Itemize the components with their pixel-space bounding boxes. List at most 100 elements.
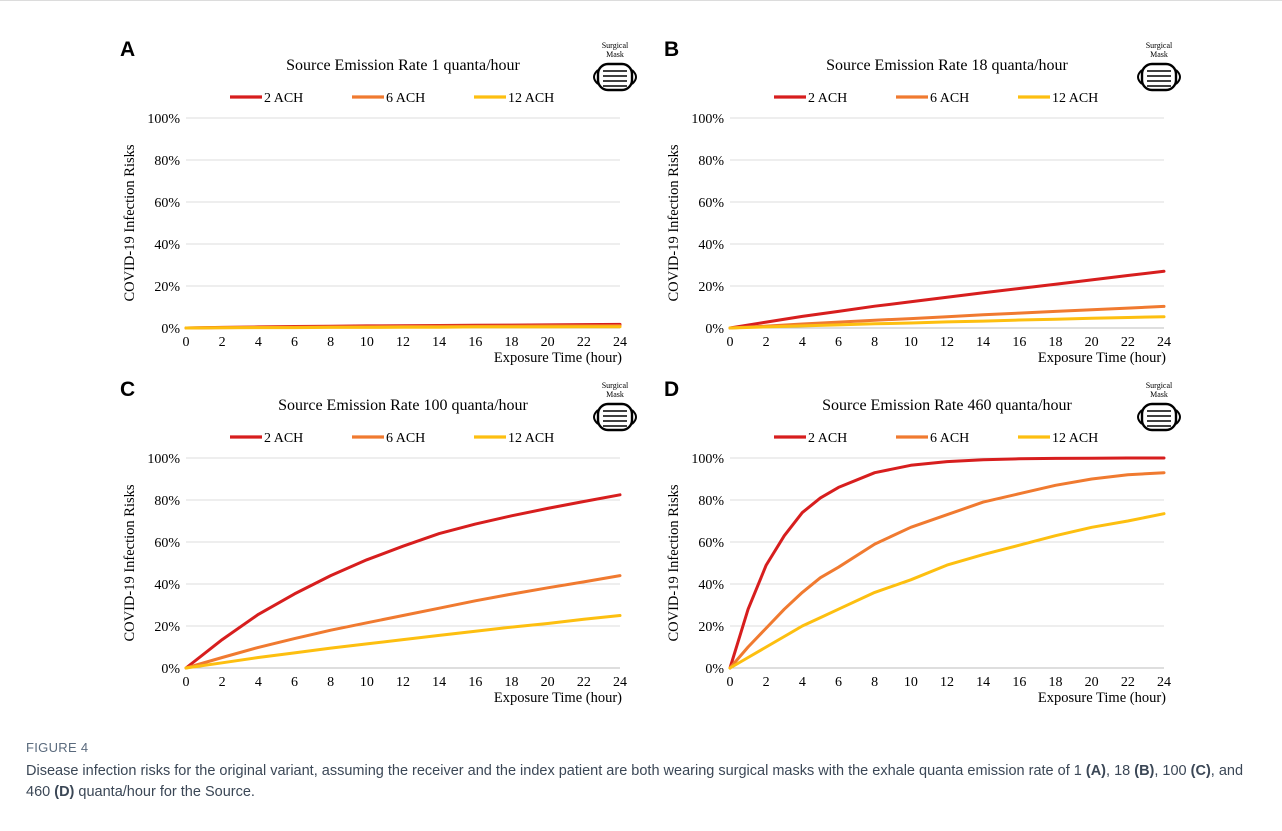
x-tick-label: 12 <box>940 675 954 690</box>
y-tick-label: 100% <box>147 452 180 467</box>
x-tick-label: 20 <box>541 335 555 350</box>
x-tick-label: 10 <box>904 675 918 690</box>
caption-text-5: quanta/hour for the Source. <box>74 784 255 800</box>
y-tick-label: 20% <box>698 280 724 295</box>
panel-letter-b: B <box>664 38 680 61</box>
x-tick-label: 24 <box>613 335 627 350</box>
x-tick-label: 2 <box>219 675 226 690</box>
x-tick-label: 6 <box>835 675 842 690</box>
x-tick-label: 22 <box>577 335 591 350</box>
x-tick-label: 14 <box>976 675 990 690</box>
x-axis-title: Exposure Time (hour) <box>494 350 622 366</box>
caption-text-1: Disease infection risks for the original… <box>26 763 1086 779</box>
caption-ref-a: (A) <box>1085 763 1107 779</box>
x-tick-label: 18 <box>1049 335 1063 350</box>
legend-label: 6 ACH <box>930 91 969 106</box>
x-tick-label: 10 <box>360 335 374 350</box>
y-tick-label: 0% <box>161 322 180 337</box>
y-tick-label: 20% <box>154 620 180 635</box>
y-axis-title: COVID-19 Infection Risks <box>122 484 138 641</box>
y-tick-label: 80% <box>698 154 724 169</box>
legend-label: 12 ACH <box>508 91 554 106</box>
mask-label: Surgical Mask <box>602 381 629 399</box>
panel-letter-c: C <box>120 378 136 401</box>
legend-label: 2 ACH <box>808 91 847 106</box>
x-tick-label: 10 <box>360 675 374 690</box>
legend-label: 6 ACH <box>930 431 969 446</box>
series-line-2-ach <box>184 493 622 670</box>
caption-ref-c: (C) <box>1190 763 1211 779</box>
surgical-mask-icon: Surgical Mask <box>593 41 637 92</box>
x-tick-label: 8 <box>327 675 334 690</box>
chart-panel-b: B Source Emission Rate 18 quanta/hour 2 A… <box>664 38 1224 368</box>
mask-label: Surgical Mask <box>1146 41 1173 59</box>
x-tick-label: 4 <box>799 335 806 350</box>
y-tick-label: 60% <box>154 196 180 211</box>
y-tick-label: 20% <box>698 620 724 635</box>
x-tick-label: 2 <box>219 335 226 350</box>
series-line-6-ach <box>728 471 1166 670</box>
caption-ref-d: (D) <box>54 784 75 800</box>
x-tick-label: 6 <box>291 335 298 350</box>
y-tick-label: 60% <box>154 536 180 551</box>
y-tick-label: 100% <box>691 452 724 467</box>
x-tick-label: 0 <box>183 335 190 350</box>
x-tick-label: 4 <box>799 675 806 690</box>
x-tick-label: 24 <box>613 675 627 690</box>
chart-panel-c: C Source Emission Rate 100 quanta/hour 2 … <box>120 378 680 708</box>
y-tick-label: 0% <box>161 662 180 677</box>
x-tick-label: 0 <box>727 675 734 690</box>
x-tick-label: 20 <box>541 675 555 690</box>
x-axis-title: Exposure Time (hour) <box>1038 350 1166 366</box>
y-axis-title: COVID-19 Infection Risks <box>122 144 138 301</box>
chart-a-svg: Source Emission Rate 1 quanta/hour 2 ACH 6… <box>122 41 637 366</box>
x-axis-title: Exposure Time (hour) <box>1038 690 1166 706</box>
x-tick-label: 0 <box>727 335 734 350</box>
y-tick-label: 60% <box>698 536 724 551</box>
caption-text-3: , 100 <box>1154 763 1191 779</box>
surgical-mask-icon: Surgical Mask <box>593 381 637 432</box>
figure-caption: FIGURE 4 Disease infection risks for the… <box>26 740 1256 803</box>
y-tick-label: 40% <box>698 238 724 253</box>
y-tick-label: 0% <box>705 322 724 337</box>
series-line-12-ach <box>184 614 622 670</box>
x-tick-label: 20 <box>1085 675 1099 690</box>
x-tick-label: 22 <box>1121 335 1135 350</box>
y-tick-label: 40% <box>154 578 180 593</box>
series-line-12-ach <box>728 512 1166 670</box>
y-tick-label: 60% <box>698 196 724 211</box>
x-tick-label: 12 <box>396 335 410 350</box>
x-tick-label: 16 <box>1012 675 1026 690</box>
legend-label: 12 ACH <box>508 431 554 446</box>
y-tick-label: 80% <box>698 494 724 509</box>
x-tick-label: 0 <box>183 675 190 690</box>
x-tick-label: 6 <box>835 335 842 350</box>
series-line-6-ach <box>184 574 622 670</box>
chart-title: Source Emission Rate 460 quanta/hour <box>822 397 1072 414</box>
x-tick-label: 24 <box>1157 335 1171 350</box>
x-tick-label: 16 <box>1012 335 1026 350</box>
x-tick-label: 22 <box>1121 675 1135 690</box>
y-tick-label: 100% <box>691 112 724 127</box>
x-tick-label: 24 <box>1157 675 1171 690</box>
x-tick-label: 2 <box>763 335 770 350</box>
x-axis-title: Exposure Time (hour) <box>494 690 622 706</box>
legend-label: 6 ACH <box>386 431 425 446</box>
panel-letter-a: A <box>120 38 136 61</box>
series-line-2-ach <box>728 269 1166 330</box>
chart-panel-d: D Source Emission Rate 460 quanta/hour 2 … <box>664 378 1224 708</box>
surgical-mask-icon: Surgical Mask <box>1137 41 1181 92</box>
x-tick-label: 14 <box>432 335 446 350</box>
series-line-6-ach <box>728 304 1166 330</box>
figure-caption-text: Disease infection risks for the original… <box>26 761 1256 803</box>
x-tick-label: 4 <box>255 335 262 350</box>
legend-label: 6 ACH <box>386 91 425 106</box>
legend-label: 12 ACH <box>1052 91 1098 106</box>
series-line-12-ach <box>728 315 1166 330</box>
caption-text-2: , 18 <box>1106 763 1135 779</box>
caption-text-4: , and 460 <box>26 763 1244 800</box>
legend-label: 2 ACH <box>264 91 303 106</box>
x-tick-label: 2 <box>763 675 770 690</box>
x-tick-label: 12 <box>940 335 954 350</box>
chart-d-svg: Source Emission Rate 460 quanta/hour 2 AC… <box>666 381 1181 706</box>
